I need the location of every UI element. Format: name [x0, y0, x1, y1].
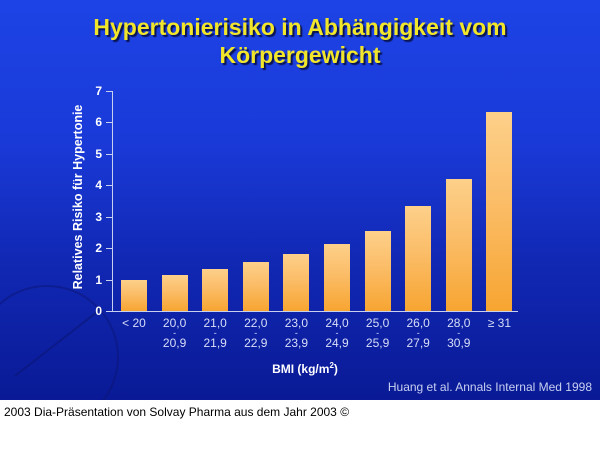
y-tick [106, 311, 112, 312]
bar [486, 112, 513, 311]
y-tick [106, 91, 112, 92]
bar [283, 254, 310, 311]
bar [121, 279, 147, 311]
y-tick-label: 7 [95, 84, 102, 98]
bar [405, 206, 432, 311]
x-tick-label: 20,0-20,9 [162, 316, 187, 350]
y-tick-label: 1 [95, 272, 102, 287]
x-axis [112, 311, 518, 312]
y-tick-label: 6 [95, 115, 102, 130]
y-tick-label: 3 [95, 209, 102, 224]
bar [161, 274, 188, 311]
x-axis-label: BMI (kg/m2) [272, 361, 338, 376]
x-tick-label: 21,0-21,9 [203, 316, 227, 350]
y-tick [106, 185, 112, 187]
x-tick-label: 22,0-22,9 [244, 316, 268, 350]
bar [364, 231, 391, 311]
title-line-2: Körpergewicht [219, 42, 381, 68]
x-tick-label: < 20 [122, 316, 146, 330]
y-tick [106, 279, 112, 281]
bar [445, 179, 472, 311]
y-axis [112, 91, 113, 312]
x-tick-label: 26,0-27,9 [406, 316, 430, 350]
y-tick-label: 2 [95, 241, 102, 256]
y-tick [106, 216, 112, 218]
x-tick-label: 24,0-24,9 [325, 316, 349, 350]
x-tick-label: 25,0-25,9 [365, 316, 390, 350]
y-tick [106, 248, 112, 250]
source-citation: Huang et al. Annals Internal Med 1998 [387, 380, 592, 394]
y-tick-label: 5 [95, 146, 102, 161]
x-tick-label: 23,0-23,9 [284, 316, 309, 350]
x-tick-label: 28,0-30,9 [447, 316, 471, 350]
bar [242, 261, 269, 311]
bar [202, 268, 229, 311]
slide-title: Hypertonierisiko in Abhängigkeit vom Kör… [0, 13, 600, 69]
y-tick-label: 4 [95, 178, 102, 193]
x-tick-label: ≥ 31 [487, 316, 512, 330]
bar [324, 244, 350, 311]
slide: Hypertonierisiko in Abhängigkeit vom Kör… [0, 0, 600, 400]
y-tick [106, 122, 112, 124]
title-line-1: Hypertonierisiko in Abhängigkeit vom [93, 14, 507, 40]
y-axis-label: Relatives Risiko für Hypertonie [71, 104, 85, 290]
footer-caption: 2003 Dia-Präsentation von Solvay Pharma … [4, 405, 350, 419]
y-tick [106, 153, 112, 155]
y-tick-label: 0 [95, 304, 102, 318]
